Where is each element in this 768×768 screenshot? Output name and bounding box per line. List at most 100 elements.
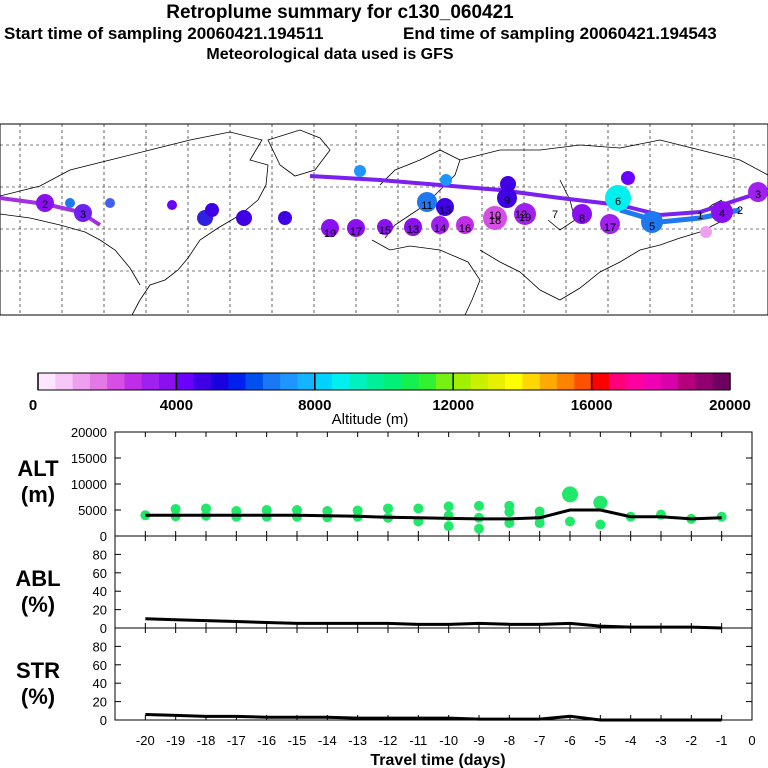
colorbar-swatch — [678, 373, 696, 390]
map-trajectory-point — [431, 216, 449, 234]
y-tick-label: 80 — [93, 547, 107, 562]
altitude-point — [565, 516, 575, 527]
x-tick-label: -9 — [473, 733, 485, 748]
map-day-label: 7 — [552, 209, 558, 221]
y-tick-label: 60 — [93, 566, 107, 581]
map-trajectory-point — [205, 203, 219, 217]
map-trajectory-point — [65, 198, 75, 208]
altitude-point — [562, 486, 578, 503]
colorbar-axis-label: Altitude (m) — [332, 411, 409, 428]
x-tick-label: -17 — [227, 733, 246, 748]
x-tick-label: -18 — [197, 733, 216, 748]
map-day-label: 19 — [519, 212, 531, 224]
y-tick-label: 40 — [93, 676, 107, 691]
colorbar-swatch — [401, 373, 420, 390]
x-tick-label: -16 — [257, 733, 276, 748]
map-trajectory-point — [377, 219, 393, 235]
met-data-label: Meteorological data used is GFS — [206, 46, 454, 63]
altitude-point — [170, 503, 181, 514]
map-trajectory-point — [621, 171, 635, 185]
map-trajectory-point — [572, 204, 592, 224]
series-line-abl — [145, 617, 722, 630]
x-tick-label: -1 — [716, 733, 728, 748]
y-tick-label: 60 — [93, 658, 107, 673]
map-trajectory-point — [641, 211, 663, 233]
altitude-point — [443, 501, 454, 512]
map-trajectory-point — [404, 218, 422, 236]
colorbar-swatch — [72, 373, 91, 390]
colorbar-swatch — [643, 373, 662, 390]
map-day-label: 10 — [489, 210, 501, 222]
map-trajectory-point — [417, 192, 437, 212]
y-tick-label: 10000 — [71, 477, 107, 492]
map-day-label: 17 — [604, 222, 616, 234]
series-line-alt — [145, 508, 722, 521]
map-trajectory-point — [347, 219, 365, 237]
map-trajectory-point — [514, 203, 536, 225]
x-tick-label: -19 — [166, 733, 185, 748]
map-day-label: 3 — [755, 189, 761, 201]
map-day-label: 2 — [42, 199, 48, 211]
map-trajectory-point — [483, 206, 507, 230]
altitude-point — [504, 507, 515, 518]
altitude-point — [595, 519, 606, 530]
altitude-point — [593, 495, 608, 510]
colorbar-swatch — [349, 373, 368, 390]
colorbar-swatch — [626, 373, 644, 390]
coastlines — [0, 129, 768, 316]
map-day-label: 13 — [439, 205, 451, 217]
y-tick-label: 20000 — [71, 425, 107, 440]
altitude-colorbar: 0 4000 8000 12000 16000 20000 Altitude (m) — [29, 372, 751, 428]
map-trajectory-point — [36, 194, 54, 212]
map-day-label: 6 — [615, 196, 621, 208]
colorbar-swatch — [505, 373, 523, 390]
colorbar-swatch — [211, 373, 229, 390]
altitude-point — [231, 511, 242, 522]
map-trajectory-point — [497, 188, 517, 208]
y-tick-label: 15000 — [71, 451, 107, 466]
map-trajectory-point — [436, 198, 454, 216]
altitude-point — [504, 518, 515, 528]
x-tick-label: -10 — [439, 733, 458, 748]
colorbar-swatch — [38, 373, 56, 390]
colorbar-swatch — [297, 373, 316, 390]
map-trajectory-point — [456, 216, 474, 234]
colorbar-tick-label: 4000 — [160, 397, 193, 414]
map-day-label: 4 — [719, 208, 725, 220]
colorbar-tick-label: 16000 — [571, 397, 613, 414]
map-trajectory-point — [354, 165, 366, 177]
chart-title: Retroplume summary for c130_060421 — [166, 2, 514, 23]
y-tick-label: 80 — [93, 639, 107, 654]
y-tick-label: 0 — [100, 529, 107, 544]
altitude-point — [534, 518, 545, 528]
altitude-point — [201, 503, 211, 514]
map-day-label: 9 — [504, 195, 510, 207]
colorbar-swatch — [107, 373, 125, 390]
map-trajectory-point — [278, 211, 292, 225]
map-day-label: 8 — [579, 213, 585, 225]
map-day-label: 1 — [697, 210, 703, 222]
colorbar-tick-label: 0 — [29, 397, 37, 414]
colorbar-tick-label: 20000 — [709, 397, 751, 414]
altitude-point — [383, 503, 393, 514]
colorbar-swatch — [384, 373, 402, 390]
map-day-label: 14 — [434, 223, 446, 235]
map-trajectory-point — [600, 214, 620, 234]
colorbar-swatch — [159, 373, 177, 390]
colorbar-swatch — [124, 373, 143, 390]
panel-frame — [114, 627, 753, 721]
colorbar-swatch — [712, 373, 731, 390]
colorbar-swatch — [141, 373, 160, 390]
x-tick-label: -7 — [534, 733, 546, 748]
x-tick-label: -20 — [136, 733, 155, 748]
colorbar-swatch — [470, 373, 489, 390]
y-tick-label: 40 — [93, 584, 107, 599]
map-trajectory-point — [74, 204, 92, 222]
x-tick-label: -6 — [564, 733, 576, 748]
colorbar-tick-label: 12000 — [432, 397, 474, 414]
y-tick-label: 20 — [93, 603, 107, 618]
altitude-point — [474, 523, 484, 534]
panel-label: ALT — [17, 456, 59, 481]
end-time-label: End time of sampling 20060421.194543 — [403, 24, 717, 43]
